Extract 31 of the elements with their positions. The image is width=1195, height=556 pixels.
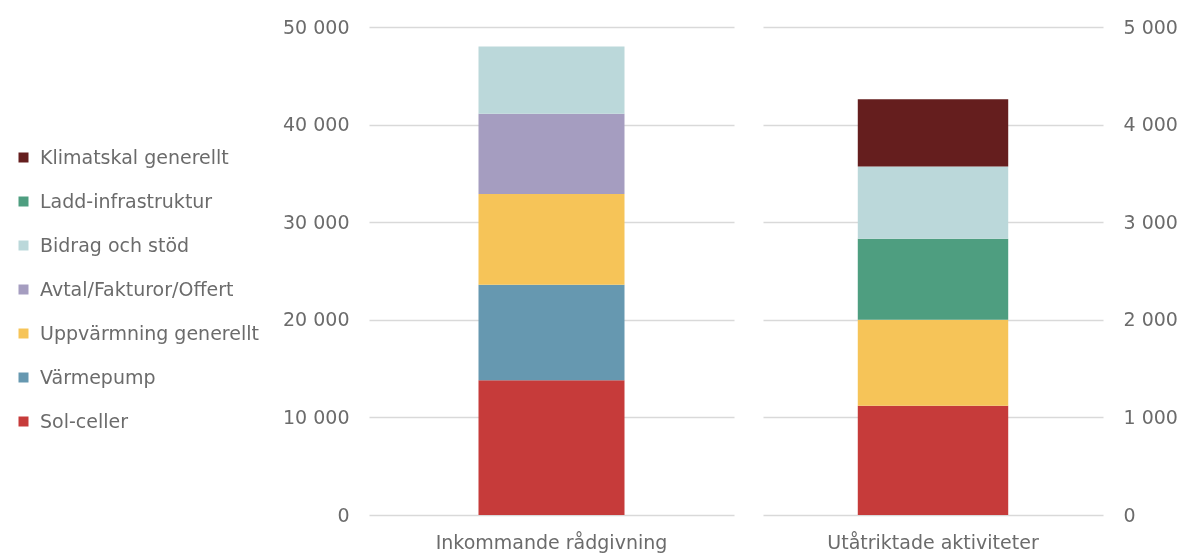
y-tick-label: 30 000 bbox=[283, 210, 350, 233]
bar bbox=[857, 99, 1009, 167]
y-tick-label: 1 000 bbox=[1123, 405, 1178, 428]
y-tick-label: 0 bbox=[337, 503, 350, 526]
legend-label: Klimatskal generellt bbox=[40, 145, 229, 168]
bar bbox=[478, 46, 625, 114]
x-tick-label: Inkommande rådgivning bbox=[435, 530, 668, 553]
legend-label: Uppvärmning generellt bbox=[40, 321, 259, 344]
bar bbox=[478, 380, 625, 515]
y-tick-label: 50 000 bbox=[283, 15, 350, 38]
bar bbox=[857, 166, 1009, 239]
y-tick-label: 0 bbox=[1123, 503, 1136, 526]
y-tick-label: 5 000 bbox=[1123, 15, 1178, 38]
bar bbox=[478, 284, 625, 381]
y-tick-label: 2 000 bbox=[1123, 308, 1178, 331]
legend-label: Värmepump bbox=[40, 365, 156, 388]
legend-label: Sol-celler bbox=[40, 409, 129, 432]
y-tick-label: 3 000 bbox=[1123, 210, 1178, 233]
legend-label: Avtal/Fakturor/Offert bbox=[40, 277, 234, 300]
legend-label: Ladd-infrastruktur bbox=[40, 189, 213, 212]
bar bbox=[857, 319, 1009, 406]
y-tick-label: 10 000 bbox=[283, 405, 350, 428]
bar bbox=[478, 193, 625, 285]
bar bbox=[857, 238, 1009, 320]
y-tick-label: 4 000 bbox=[1123, 113, 1178, 136]
y-tick-label: 40 000 bbox=[283, 113, 350, 136]
bar bbox=[478, 113, 625, 194]
legend-label: Bidrag och stöd bbox=[40, 233, 190, 256]
bar bbox=[857, 405, 1009, 515]
y-tick-label: 20 000 bbox=[283, 308, 350, 331]
x-tick-label: Utåtriktade aktiviteter bbox=[827, 530, 1039, 553]
